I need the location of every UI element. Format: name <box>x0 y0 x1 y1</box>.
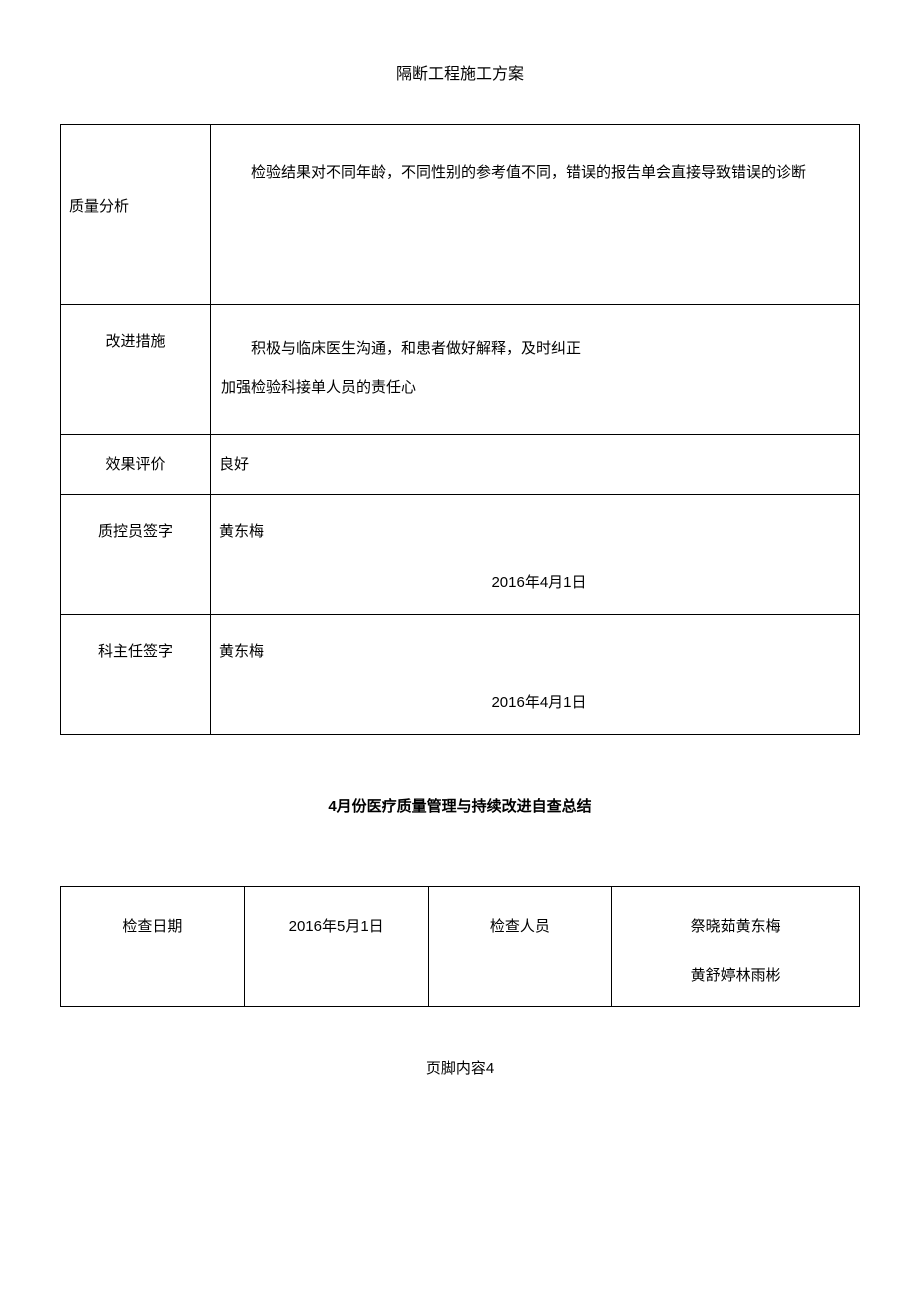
director-signature-date: 2016年4月1日 <box>219 691 859 712</box>
label-improvement: 改进措施 <box>61 305 210 351</box>
label-director-signature: 科主任签字 <box>61 615 210 661</box>
page-title: 隔断工程施工方案 <box>60 60 860 84</box>
section-title: 4月份医疗质量管理与持续改进自查总结 <box>60 795 860 816</box>
inspection-row: 检查日期 2016年5月1日 检查人员 祭晓茹黄东梅 黄舒婷林雨彬 <box>61 887 860 1007</box>
content-quality-analysis: 检验结果对不同年龄，不同性别的参考值不同，错误的报告单会直接导致错误的诊断 <box>211 125 859 191</box>
content-improvement-line2: 加强检验科接单人员的责任心 <box>221 380 416 396</box>
inspector-label: 检查人员 <box>429 887 612 936</box>
inspection-date-label: 检查日期 <box>61 887 244 936</box>
inspector-names-line1: 祭晓茹黄东梅 <box>612 887 859 936</box>
director-signature-name: 黄东梅 <box>219 640 859 661</box>
page-footer: 页脚内容4 <box>60 1057 860 1078</box>
qc-signature-date: 2016年4月1日 <box>219 571 859 592</box>
row-qc-signature: 质控员签字 黄东梅 2016年4月1日 <box>61 495 860 615</box>
row-director-signature: 科主任签字 黄东梅 2016年4月1日 <box>61 615 860 735</box>
inspection-table: 检查日期 2016年5月1日 检查人员 祭晓茹黄东梅 黄舒婷林雨彬 <box>60 886 860 1007</box>
row-improvement: 改进措施 积极与临床医生沟通，和患者做好解释，及时纠正 加强检验科接单人员的责任… <box>61 305 860 435</box>
label-quality-analysis: 质量分析 <box>61 125 210 216</box>
inspector-names-line2: 黄舒婷林雨彬 <box>612 964 859 985</box>
inspection-date-value: 2016年5月1日 <box>245 887 428 936</box>
content-improvement-line1: 积极与临床医生沟通，和患者做好解释，及时纠正 <box>221 330 839 369</box>
row-evaluation: 效果评价 良好 <box>61 435 860 495</box>
label-qc-signature: 质控员签字 <box>61 495 210 541</box>
qc-signature-name: 黄东梅 <box>219 520 859 541</box>
content-evaluation: 良好 <box>211 435 859 474</box>
row-quality-analysis: 质量分析 检验结果对不同年龄，不同性别的参考值不同，错误的报告单会直接导致错误的… <box>61 125 860 305</box>
label-evaluation: 效果评价 <box>61 435 210 474</box>
quality-table: 质量分析 检验结果对不同年龄，不同性别的参考值不同，错误的报告单会直接导致错误的… <box>60 124 860 735</box>
